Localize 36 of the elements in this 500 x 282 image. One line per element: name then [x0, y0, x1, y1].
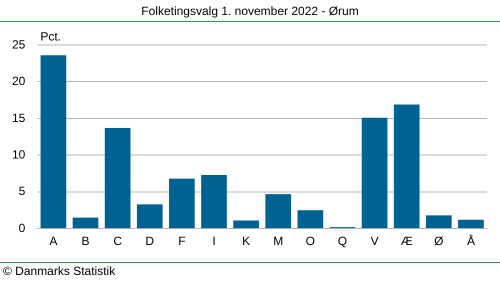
- x-tick-label: D: [145, 234, 154, 248]
- x-tick-label: F: [178, 234, 186, 248]
- bar: [233, 220, 259, 228]
- y-tick-label: 20: [12, 74, 26, 88]
- bar: [201, 174, 227, 228]
- y-tick-label: 5: [18, 184, 26, 198]
- x-tick-label: C: [113, 234, 122, 248]
- x-tick-label: O: [306, 234, 316, 248]
- bar: [40, 55, 66, 228]
- bar: [426, 215, 452, 228]
- bar: [298, 210, 324, 228]
- bar: [458, 220, 484, 228]
- bar: [72, 218, 98, 228]
- x-tick-label: Ø: [434, 234, 444, 248]
- bar: [136, 204, 163, 228]
- y-tick-label: 10: [12, 147, 26, 162]
- x-tick-label: M: [273, 234, 284, 248]
- x-tick-label: Q: [338, 234, 348, 248]
- x-tick-label: V: [370, 234, 379, 248]
- y-tick-label: 25: [12, 37, 26, 52]
- x-tick-label: B: [82, 234, 90, 248]
- y-tick-label: 0: [18, 220, 26, 235]
- bar: [394, 104, 420, 228]
- y-axis-title: Pct.: [40, 29, 62, 44]
- bar: [265, 194, 292, 228]
- x-tick-label: Å: [466, 234, 475, 248]
- chart-title: Folketingsvalg 1. november 2022 - Ørum: [140, 4, 360, 18]
- text: © Danmarks Statistik: [3, 264, 116, 278]
- bar: [104, 128, 130, 228]
- bar: [169, 178, 195, 228]
- x-tick-label: A: [49, 234, 58, 248]
- x-tick-label: I: [212, 234, 216, 248]
- x-tick-label: K: [242, 234, 250, 248]
- x-tick-label: Æ: [400, 234, 413, 248]
- bar: [362, 118, 388, 228]
- y-tick-label: 15: [12, 110, 26, 125]
